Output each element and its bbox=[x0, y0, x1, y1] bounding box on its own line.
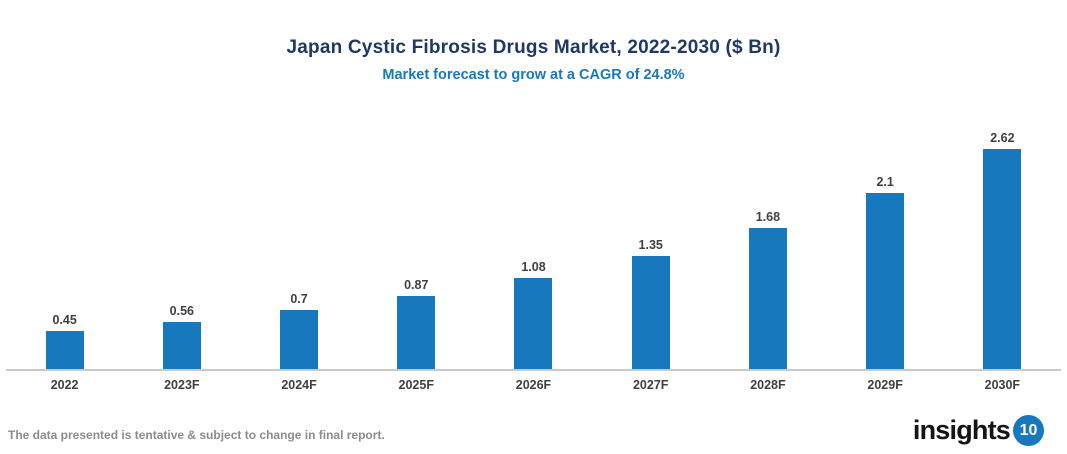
bar-column: 0.56 bbox=[123, 304, 240, 369]
x-axis-line bbox=[6, 369, 1061, 371]
bar-value-label: 1.35 bbox=[638, 238, 663, 252]
logo-text: insights bbox=[912, 415, 1011, 445]
bar-column: 0.7 bbox=[240, 292, 357, 369]
bar-column: 1.68 bbox=[709, 210, 826, 369]
x-tick-label: 2025F bbox=[398, 378, 434, 392]
bar-column: 1.35 bbox=[592, 238, 709, 369]
x-axis-labels: 2022 2023F 2024F 2025F 2026F 2027F 2028F 2029F 2… bbox=[6, 371, 1061, 392]
bar-value-label: 2.1 bbox=[876, 175, 894, 189]
x-tick-label: 2027F bbox=[632, 378, 669, 392]
bar bbox=[514, 278, 553, 369]
x-tick-label: 2029F bbox=[867, 378, 903, 392]
plot-area: 0.45 0.56 0.7 0.87 1.08 1.35 1.68 2.1 2.62 bbox=[6, 105, 1061, 369]
page-footer: The data presented is tentative & subjec… bbox=[8, 415, 1044, 446]
bar-column: 1.08 bbox=[475, 260, 592, 369]
bar-value-label: 0.7 bbox=[290, 292, 308, 306]
bar bbox=[162, 322, 201, 369]
bar-value-label: 0.45 bbox=[52, 313, 77, 327]
insights10-logo: insights 10 bbox=[913, 415, 1044, 446]
bar-chart: 0.45 0.56 0.7 0.87 1.08 1.35 1.68 2.1 2.62 2022 2… bbox=[6, 105, 1061, 392]
bar-value-label: 2.62 bbox=[990, 131, 1015, 145]
bar bbox=[983, 149, 1022, 369]
bar-column: 2.1 bbox=[827, 175, 944, 369]
bar bbox=[397, 296, 436, 369]
chart-header: Japan Cystic Fibrosis Drugs Market, 2022… bbox=[0, 0, 1067, 83]
bar bbox=[631, 256, 670, 369]
bar-column: 2.62 bbox=[944, 131, 1061, 369]
x-tick-label: 2024F bbox=[281, 378, 317, 392]
x-tick-label: 2028F bbox=[750, 378, 786, 392]
bar-column: 0.87 bbox=[358, 278, 475, 369]
bar-value-label: 1.68 bbox=[755, 210, 781, 224]
x-tick-label: 2030F bbox=[984, 378, 1021, 392]
bar bbox=[748, 228, 787, 369]
bar-value-label: 0.56 bbox=[169, 304, 194, 318]
logo-badge: 10 bbox=[1013, 415, 1044, 446]
bar-value-label: 0.87 bbox=[404, 278, 429, 292]
bar bbox=[866, 193, 905, 369]
x-tick-label: 2023F bbox=[164, 378, 200, 392]
x-tick-label: 2022 bbox=[50, 378, 79, 392]
disclaimer-text: The data presented is tentative & subjec… bbox=[8, 428, 385, 442]
bar-value-label: 1.08 bbox=[521, 260, 546, 274]
bar bbox=[45, 331, 84, 369]
chart-title: Japan Cystic Fibrosis Drugs Market, 2022… bbox=[286, 37, 781, 58]
bar bbox=[280, 310, 319, 369]
chart-subtitle: Market forecast to grow at a CAGR of 24.… bbox=[382, 67, 685, 83]
bar-column: 0.45 bbox=[6, 313, 123, 369]
x-tick-label: 2026F bbox=[515, 378, 552, 392]
